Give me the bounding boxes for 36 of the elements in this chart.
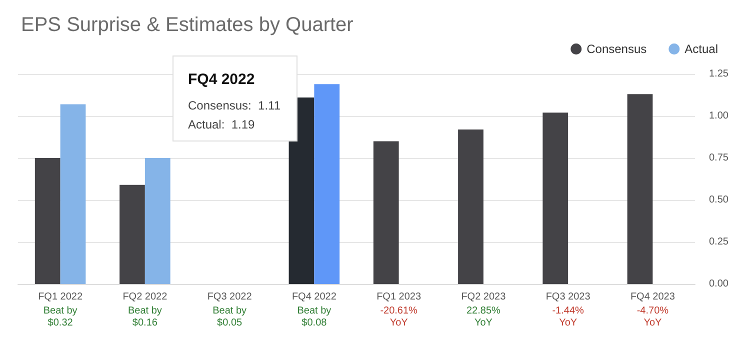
y-tick-label: 1.25 xyxy=(709,68,729,80)
bar xyxy=(458,129,484,284)
text: Beat by $0.16 xyxy=(128,306,162,328)
bar xyxy=(120,184,145,284)
x-tick-label: FQ4 2023 xyxy=(630,292,676,302)
text: -4.70% YoY xyxy=(636,306,669,328)
x-tick-label: FQ3 2023 xyxy=(546,292,591,302)
bar xyxy=(60,104,86,284)
y-tick-label: 1.00 xyxy=(709,110,729,122)
x-tick-label: FQ2 2023 xyxy=(461,292,506,302)
x-tick-label: FQ2 2022 xyxy=(122,292,168,302)
bar xyxy=(314,84,340,284)
bar xyxy=(34,158,60,284)
y-tick-label: 0.25 xyxy=(709,236,729,248)
bar xyxy=(373,141,399,284)
text: 22.85% YoY xyxy=(466,306,500,328)
x-tick-label: FQ4 2022 xyxy=(292,292,337,302)
y-tick-label: 0.00 xyxy=(709,278,729,290)
chart-title: EPS Surprise & Estimates by Quarter xyxy=(21,14,354,36)
bar xyxy=(542,112,568,284)
text: Beat by $0.05 xyxy=(212,306,247,328)
bar xyxy=(288,98,314,284)
y-tick-label: 0.50 xyxy=(709,194,729,206)
text: -1.44% YoY xyxy=(552,306,584,328)
y-tick-label: 0.75 xyxy=(709,152,729,164)
text: Beat by $0.32 xyxy=(43,306,78,328)
bar xyxy=(627,94,653,284)
x-tick-label: FQ1 2023 xyxy=(376,292,422,302)
text: -20.61% YoY xyxy=(380,306,418,328)
bar xyxy=(144,158,170,284)
x-tick-label: FQ1 2022 xyxy=(38,292,83,302)
text: Beat by $0.08 xyxy=(297,306,332,328)
annotation: FQ4 2022 Consensus: 1.11 Actual: 1.19 xyxy=(188,71,281,132)
legend-label: Consensus xyxy=(586,42,647,56)
legend-label: Actual xyxy=(684,42,718,56)
x-tick-label: FQ3 2022 xyxy=(207,292,252,302)
